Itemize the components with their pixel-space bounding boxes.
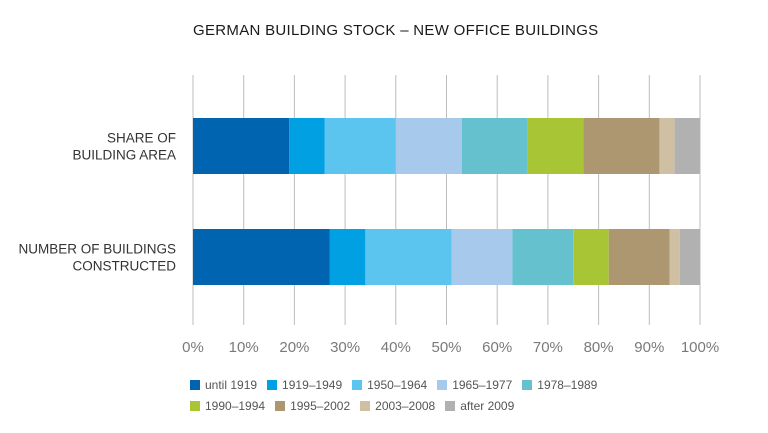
- legend-item: 1919–1949: [267, 378, 342, 392]
- bar-segment: [193, 229, 330, 285]
- legend-swatch: [360, 401, 371, 411]
- category-label: BUILDING AREA: [72, 148, 176, 163]
- legend-label: 1919–1949: [282, 378, 343, 392]
- legend-label: 1965–1977: [452, 378, 513, 392]
- legend-label: after 2009: [460, 399, 515, 413]
- legend-item: 2003–2008: [360, 399, 435, 413]
- x-tick-label: 10%: [229, 339, 259, 356]
- legend-swatch: [190, 380, 200, 390]
- x-tick-label: 80%: [584, 339, 614, 356]
- bar-segment: [451, 229, 513, 285]
- category-label: NUMBER OF BUILDINGS: [18, 242, 176, 257]
- legend-label: until 1919: [205, 378, 258, 392]
- legend-swatch: [522, 380, 533, 390]
- x-tick-label: 0%: [182, 339, 204, 356]
- bar-segment: [679, 229, 700, 285]
- legend-swatch: [190, 401, 200, 411]
- bar-segment: [527, 118, 584, 174]
- bar-segment: [659, 118, 675, 174]
- category-label: SHARE OF: [107, 131, 176, 146]
- bar-segment: [608, 229, 670, 285]
- legend-item: 1995–2002: [275, 399, 350, 413]
- bar-segment: [365, 229, 452, 285]
- legend-label: 1995–2002: [290, 399, 351, 413]
- bar-segment: [512, 229, 574, 285]
- bar-segment: [324, 118, 396, 174]
- bar-segment: [583, 118, 660, 174]
- legend-label: 1950–1964: [367, 378, 428, 392]
- legend-label: 2003–2008: [375, 399, 436, 413]
- x-tick-label: 70%: [533, 339, 563, 356]
- x-tick-label: 60%: [482, 339, 512, 356]
- legend-item: 1950–1964: [352, 378, 427, 392]
- bar-segment: [395, 118, 462, 174]
- legend-swatch: [352, 380, 363, 390]
- x-tick-label: 20%: [279, 339, 309, 356]
- legend-row: until 1919 1919–1949 1950–1964 1965–1977 197…: [190, 378, 630, 392]
- bar-segment: [329, 229, 366, 285]
- bar-segment: [669, 229, 680, 285]
- bar-segment: [193, 118, 290, 174]
- legend-item: until 1919: [190, 378, 257, 392]
- chart-legend: until 1919 1919–1949 1950–1964 1965–1977 197…: [190, 378, 630, 420]
- legend-swatch: [445, 401, 456, 411]
- bar-segment: [674, 118, 700, 174]
- x-tick-label: 30%: [330, 339, 360, 356]
- legend-swatch: [267, 380, 278, 390]
- x-tick-label: 50%: [431, 339, 461, 356]
- category-label: CONSTRUCTED: [73, 259, 177, 274]
- legend-label: 1990–1994: [205, 399, 266, 413]
- legend-swatch: [275, 401, 286, 411]
- legend-row: 1990–1994 1995–2002 2003–2008 after 2009: [190, 399, 630, 413]
- x-tick-label: 100%: [681, 339, 719, 356]
- legend-item: 1990–1994: [190, 399, 265, 413]
- bar-segment: [461, 118, 528, 174]
- legend-swatch: [437, 380, 448, 390]
- legend-label: 1978–1989: [537, 378, 598, 392]
- x-tick-label: 90%: [634, 339, 664, 356]
- chart-title: GERMAN BUILDING STOCK – NEW OFFICE BUILD…: [193, 22, 599, 39]
- bar-segment: [573, 229, 609, 285]
- stacked-bar-chart: 0% 10% 20% 30% 40% 50% 60% 70% 80% 90% 100% SHARE O…: [18, 75, 719, 356]
- legend-item: after 2009: [445, 399, 514, 413]
- x-tick-label: 40%: [381, 339, 411, 356]
- bar-segment: [289, 118, 325, 174]
- legend-item: 1965–1977: [437, 378, 512, 392]
- legend-item: 1978–1989: [522, 378, 597, 392]
